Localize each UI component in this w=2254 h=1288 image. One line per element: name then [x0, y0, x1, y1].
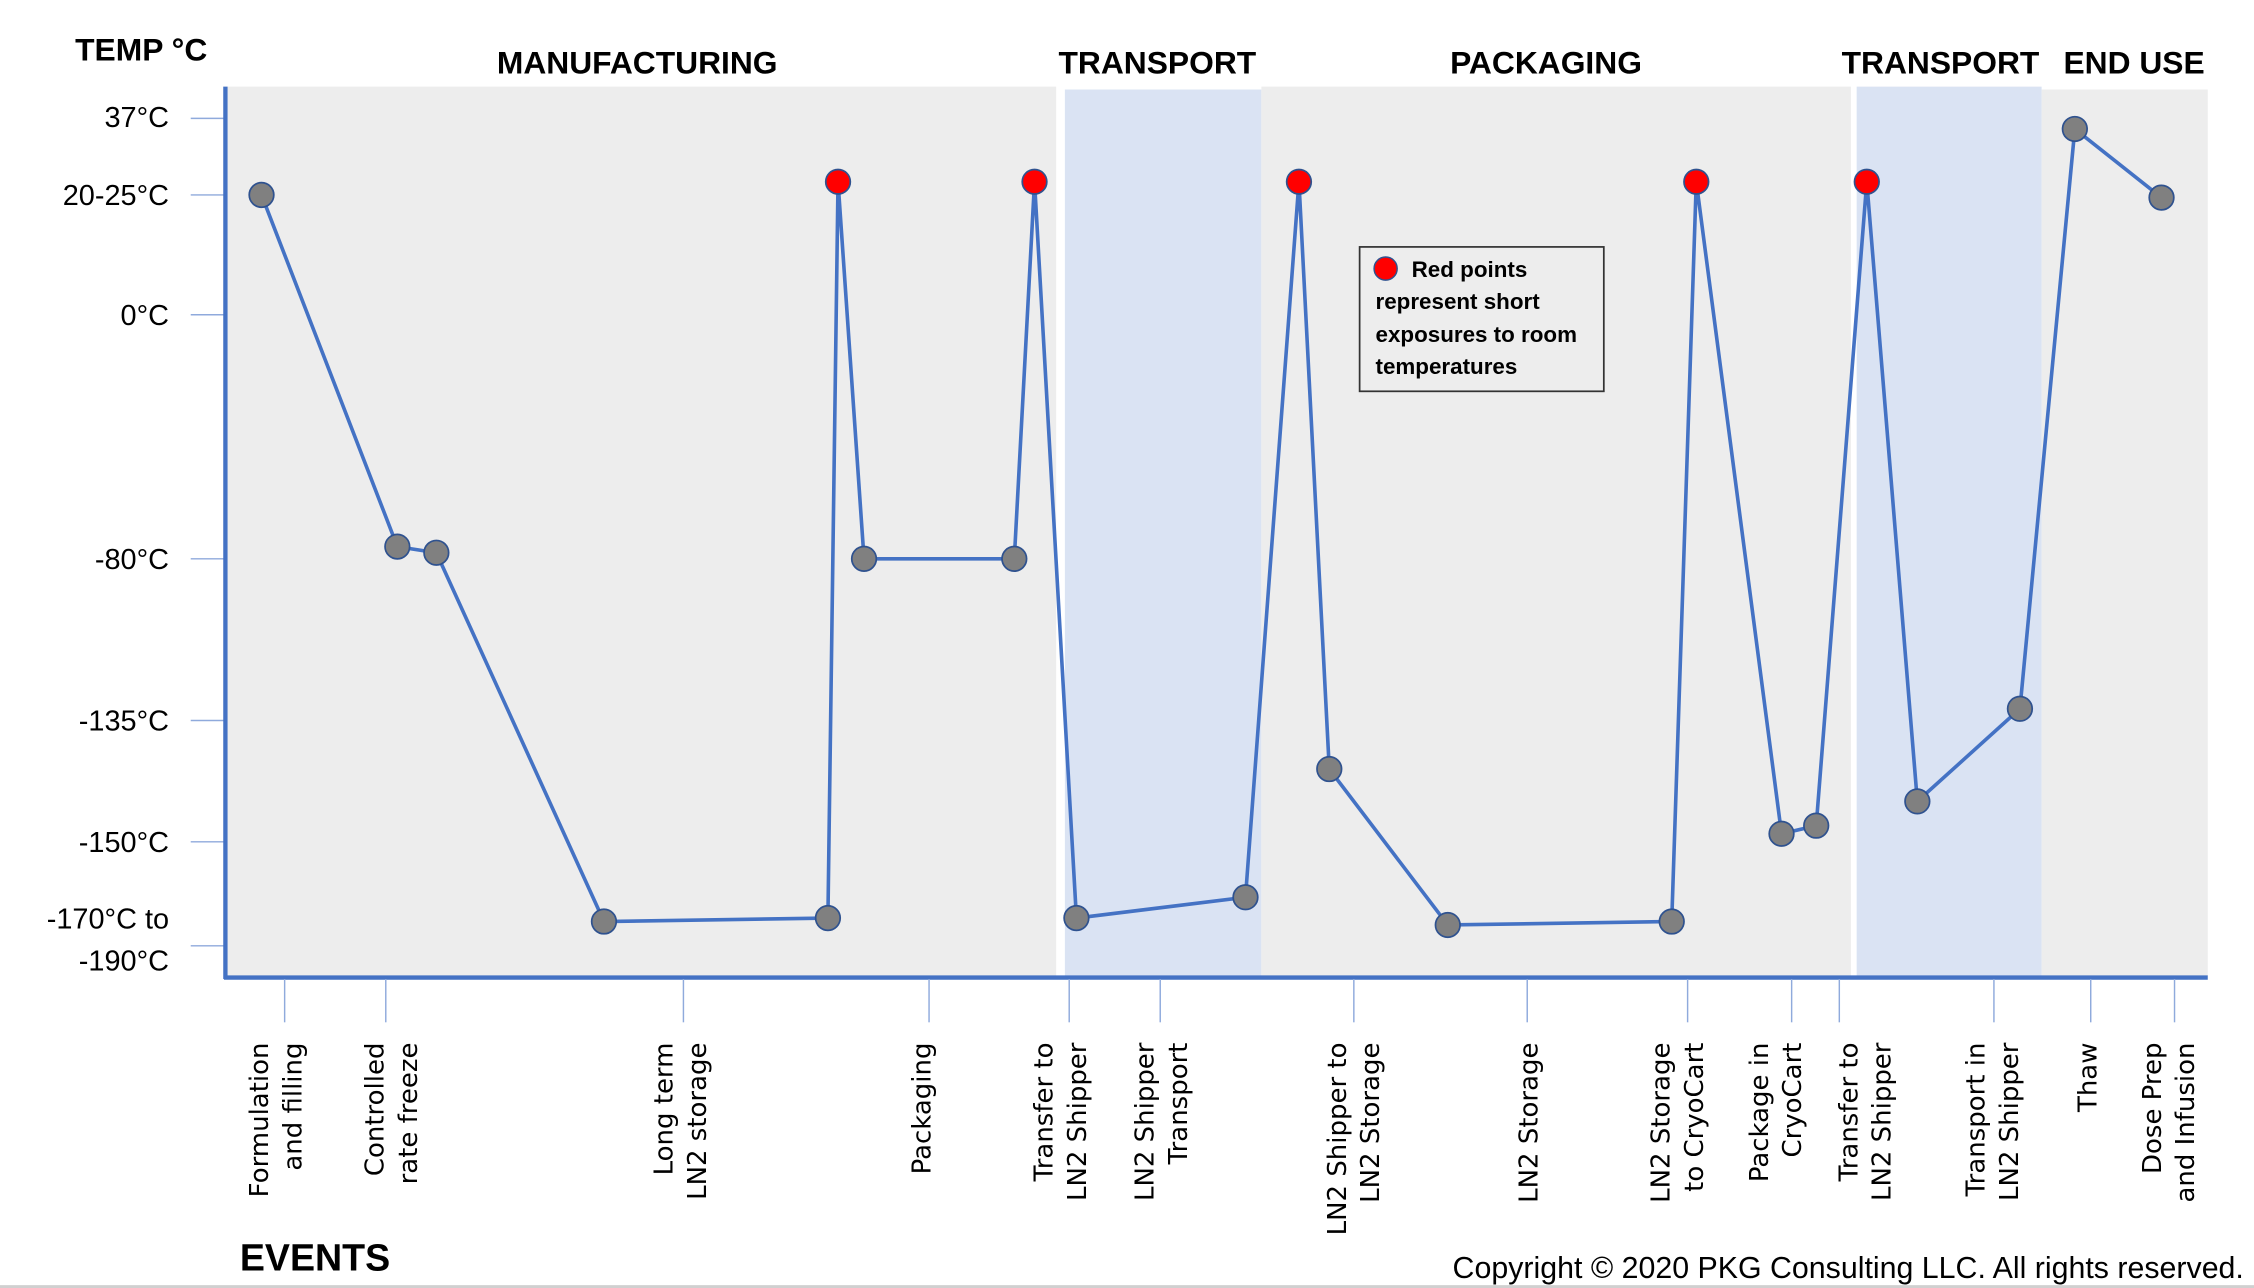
event-label-line: Transport [1164, 1043, 1194, 1166]
data-point [1904, 788, 1931, 815]
data-point [2148, 184, 2175, 211]
event-label-line: LN2 Storage [1647, 1043, 1677, 1203]
event-label: Controlled rate freeze [361, 1043, 424, 1185]
event-label: LN2 Storage to CryoCart [1647, 1043, 1710, 1203]
data-point [1434, 911, 1461, 939]
y-tick-label: -170°C to [47, 903, 169, 935]
event-label-line: Packaging [907, 1043, 937, 1175]
data-point-room-temp [824, 168, 852, 195]
event-label-line: Long term [650, 1043, 680, 1176]
event-label-line: Transfer to [1834, 1043, 1864, 1183]
data-point-room-temp [1285, 168, 1313, 195]
phase-bands [226, 86, 2208, 977]
data-point [590, 908, 618, 935]
y-tick-label: 20-25°C [63, 180, 169, 212]
legend-red-point-icon [1373, 256, 1398, 281]
data-point [1232, 884, 1259, 911]
data-point [814, 904, 842, 932]
event-label: Packaging [907, 1043, 937, 1175]
data-point [248, 181, 275, 209]
phase-band [1856, 86, 2042, 977]
data-point [850, 545, 878, 572]
event-label-line: rate freeze [394, 1043, 424, 1185]
event-label-line: Package in [1745, 1043, 1775, 1183]
event-label: Package in CryoCart [1745, 1043, 1808, 1183]
event-label: Transfer to LN2 Shipper [1030, 1042, 1093, 1201]
phase-header: MANUFACTURING [497, 45, 778, 81]
phase-band [1261, 86, 1851, 977]
y-axis-ticks: 37°C 20-25°C 0°C -80°C -135°C -150°C -170°C to… [47, 102, 226, 977]
event-label: Thaw [2074, 1043, 2104, 1114]
series-line [248, 115, 2175, 939]
phase-header: TRANSPORT [1842, 45, 2040, 81]
phase-band [2041, 89, 2208, 977]
y-tick-label: -190°C [79, 945, 169, 977]
y-tick-label: -80°C [95, 544, 169, 576]
event-label-line: LN2 Shipper to [1323, 1043, 1353, 1236]
data-point-room-temp [1683, 168, 1710, 195]
event-label-line: and filling [278, 1043, 308, 1171]
event-label-line: LN2 Shipper [1131, 1042, 1161, 1201]
event-label-line: Controlled [361, 1043, 391, 1177]
x-axis-ticks: Formulation and filling Controlled rate fre… [245, 978, 2201, 1236]
legend-line-1: Red points [1412, 257, 1528, 282]
event-label-line: LN2 Shipper [1063, 1042, 1093, 1201]
phase-header: PACKAGING [1450, 45, 1642, 81]
data-point [1316, 755, 1343, 783]
x-axis-title: EVENTS [240, 1237, 390, 1279]
event-label-line: to CryoCart [1680, 1043, 1710, 1192]
data-point [2006, 695, 2034, 722]
data-point [1063, 904, 1090, 932]
event-label-line: LN2 storage [683, 1043, 713, 1200]
phase-band [1064, 89, 1262, 977]
event-label-line: Transport in [1962, 1043, 1992, 1198]
event-label: Transport in LN2 Shipper [1962, 1042, 2025, 1201]
legend-line-4: temperatures [1376, 354, 1518, 379]
event-label: Long term LN2 storage [650, 1043, 713, 1200]
y-tick-label: 37°C [104, 102, 169, 134]
data-point-room-temp [1853, 168, 1880, 195]
event-label: LN2 Shipper Transport [1131, 1042, 1194, 1201]
data-point [2061, 115, 2088, 143]
event-label: LN2 Shipper to LN2 Storage [1323, 1043, 1386, 1236]
event-label-line: LN2 Storage [1356, 1043, 1386, 1203]
legend-line-2: represent short [1376, 289, 1541, 314]
event-label-line: LN2 Shipper [1868, 1042, 1898, 1201]
legend-note: Red points represent short exposures to … [1358, 246, 1605, 393]
event-label-line: Thaw [2074, 1043, 2104, 1114]
y-tick-label: 0°C [121, 300, 169, 332]
event-label-line: LN2 Shipper [1995, 1042, 2025, 1201]
event-label: Transfer to LN2 Shipper [1834, 1042, 1897, 1201]
data-point [384, 533, 411, 560]
event-label-line: CryoCart [1778, 1043, 1808, 1158]
legend-line-3: exposures to room [1376, 322, 1577, 347]
event-label: Formulation and filling [245, 1043, 308, 1198]
event-label: LN2 Storage [1514, 1043, 1544, 1203]
event-label: Dose Prep and Infusion [2138, 1043, 2201, 1203]
phase-header: END USE [2063, 45, 2204, 81]
event-label-line: Dose Prep [2138, 1043, 2168, 1174]
event-label-line: and Infusion [2171, 1043, 2201, 1203]
data-point-room-temp [1021, 168, 1048, 195]
data-point [1001, 545, 1028, 572]
legend-box [1358, 246, 1605, 393]
y-tick-label: -135°C [79, 706, 169, 738]
event-label-line: Transfer to [1030, 1043, 1060, 1183]
data-point [423, 539, 450, 566]
event-label-line: Formulation [245, 1043, 275, 1198]
data-point [1768, 820, 1795, 847]
y-tick-label: -150°C [79, 827, 169, 859]
data-point [1803, 812, 1830, 839]
phase-band [226, 86, 1057, 977]
data-point [1658, 908, 1685, 935]
phase-header: TRANSPORT [1058, 45, 1256, 81]
phase-headers: MANUFACTURING TRANSPORT PACKAGING TRANSPORT… [497, 45, 2205, 81]
event-label-line: LN2 Storage [1514, 1043, 1544, 1203]
copyright: Copyright © 2020 PKG Consulting LLC. All… [1453, 1252, 2244, 1285]
y-axis-title: TEMP °C [75, 32, 207, 68]
